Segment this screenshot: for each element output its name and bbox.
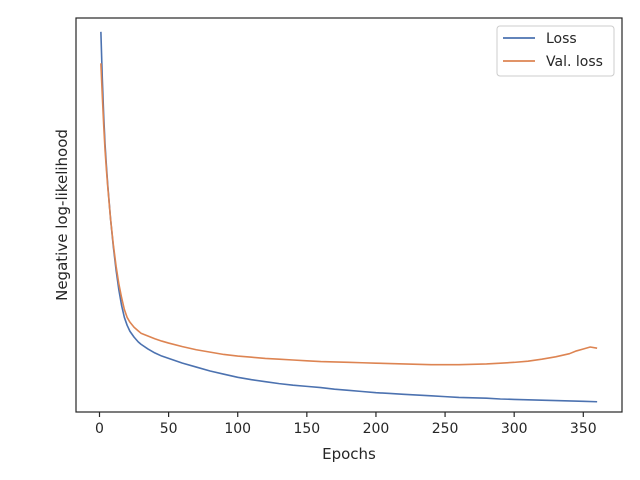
legend-label-val-loss: Val. loss xyxy=(546,54,603,70)
x-tick-label: 300 xyxy=(501,421,528,437)
x-tick-label: 50 xyxy=(160,421,178,437)
x-tick-label: 200 xyxy=(363,421,390,437)
x-axis-label: Epochs xyxy=(322,445,376,463)
x-tick-label: 350 xyxy=(570,421,597,437)
series-lines xyxy=(100,31,598,403)
legend-label-loss: Loss xyxy=(546,31,577,47)
plot-frame xyxy=(75,17,623,413)
x-tick-label: 150 xyxy=(293,421,320,437)
legend: Loss Val. loss xyxy=(496,25,615,77)
x-tick-label: 0 xyxy=(95,421,104,437)
y-axis-label: Negative log-likelihood xyxy=(53,129,71,301)
x-tick-label: 250 xyxy=(432,421,459,437)
x-ticks: 0 50 100 150 200 250 300 350 xyxy=(95,412,597,437)
series-line-val-loss xyxy=(100,63,598,366)
x-tick-label: 100 xyxy=(224,421,251,437)
